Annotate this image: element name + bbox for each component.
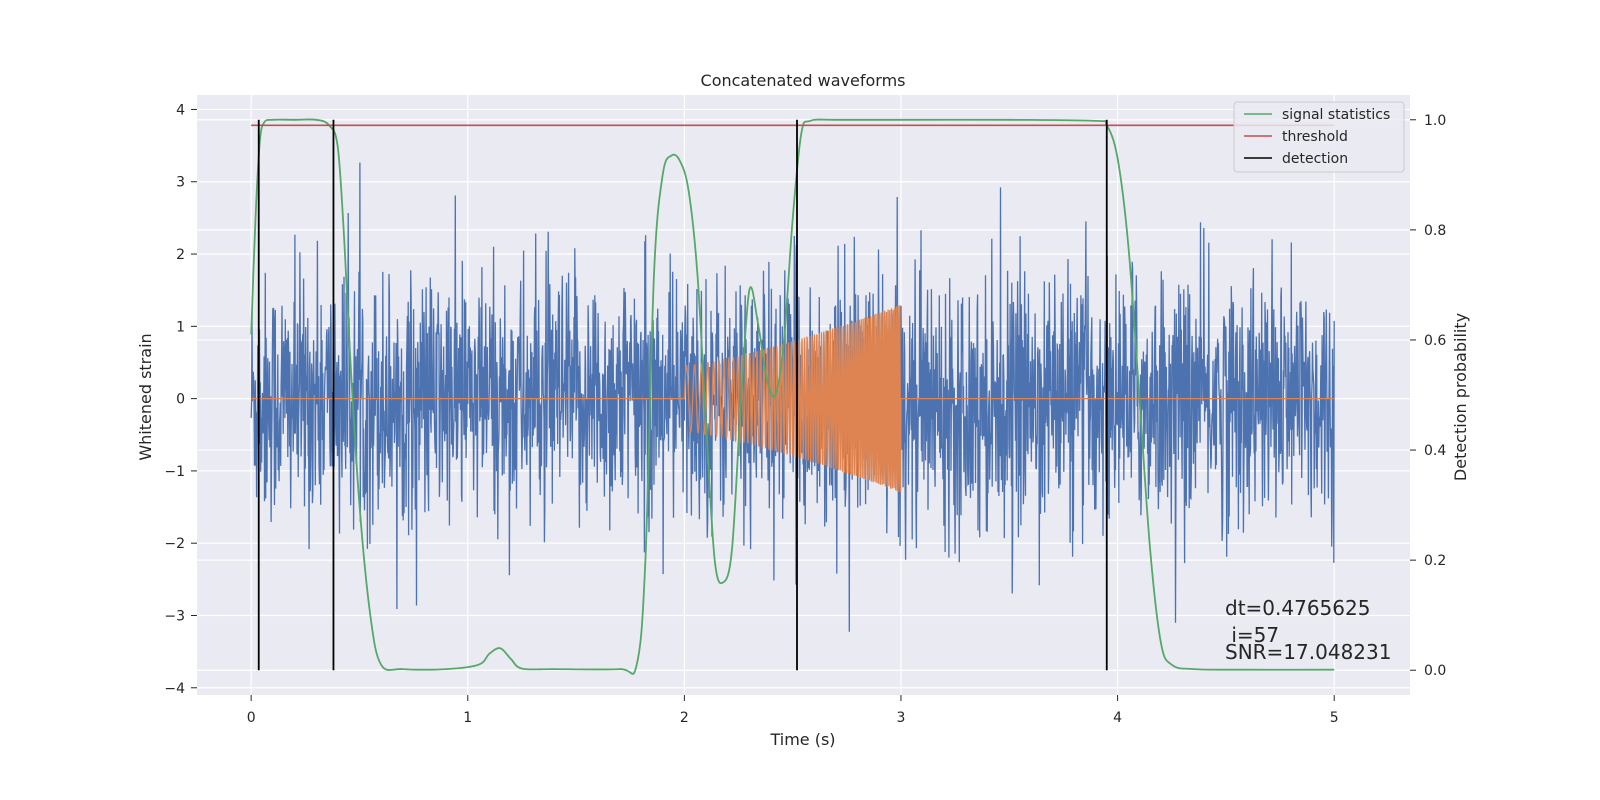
y-tick-label-5: 1 (176, 319, 185, 335)
y-tick-label-6: 2 (176, 247, 185, 263)
legend-box (1233, 101, 1405, 173)
y2-tick-label-0: 0.0 (1424, 663, 1446, 679)
y-tick-label-7: 3 (176, 175, 185, 191)
y2-tick-label-5: 1.0 (1424, 113, 1446, 129)
y-tick-label-8: 4 (176, 102, 185, 118)
y2-tick-label-2: 0.4 (1424, 443, 1446, 459)
x-tick-label-0: 0 (247, 710, 256, 726)
detection-series (257, 119, 1108, 671)
y-tick-label-1: −3 (164, 608, 185, 624)
chart-title: Concatenated waveforms (701, 71, 906, 90)
grid-left-axis (197, 108, 1410, 689)
y-tick-label-2: −2 (164, 536, 185, 552)
chirp-series (251, 305, 1335, 493)
x-tick-label-3: 3 (897, 710, 906, 726)
y2-axis-label: Detection probability (1451, 313, 1470, 481)
y-tick-label-0: −4 (164, 681, 185, 697)
x-tick-label-1: 1 (463, 710, 472, 726)
x-tick-label-2: 2 (680, 710, 689, 726)
x-axis-ticks: 0 1 2 3 4 5 (247, 695, 1339, 726)
y2-tick-label-3: 0.6 (1424, 333, 1446, 349)
y-tick-label-4: 0 (176, 392, 185, 408)
legend-label-signal-statistics: signal statistics (1282, 107, 1390, 123)
x-axis-label: Time (s) (769, 730, 835, 749)
annotation-dt: dt=0.4765625 (1225, 596, 1370, 620)
x-tick-label-4: 4 (1113, 710, 1122, 726)
strain-line (250, 162, 1335, 632)
annotation-snr: SNR=17.048231 (1225, 640, 1391, 664)
y2-axis-ticks: 0.0 0.2 0.4 0.6 0.8 1.0 (1410, 113, 1446, 679)
legend: signal statistics threshold detection (1233, 101, 1405, 173)
legend-label-threshold: threshold (1282, 129, 1348, 145)
y-axis-label: Whitened strain (136, 333, 155, 460)
y2-tick-label-1: 0.2 (1424, 553, 1446, 569)
y-tick-label-3: −1 (164, 464, 185, 480)
chirp-line (251, 305, 1335, 493)
y2-tick-label-4: 0.8 (1424, 223, 1446, 239)
annotation-index: i=57 (1225, 623, 1279, 647)
y-axis-ticks: −4 −3 −2 −1 0 1 2 3 4 (164, 102, 197, 697)
x-tick-label-5: 5 (1330, 710, 1339, 726)
strain-series (250, 162, 1335, 632)
legend-label-detection: detection (1282, 151, 1348, 167)
